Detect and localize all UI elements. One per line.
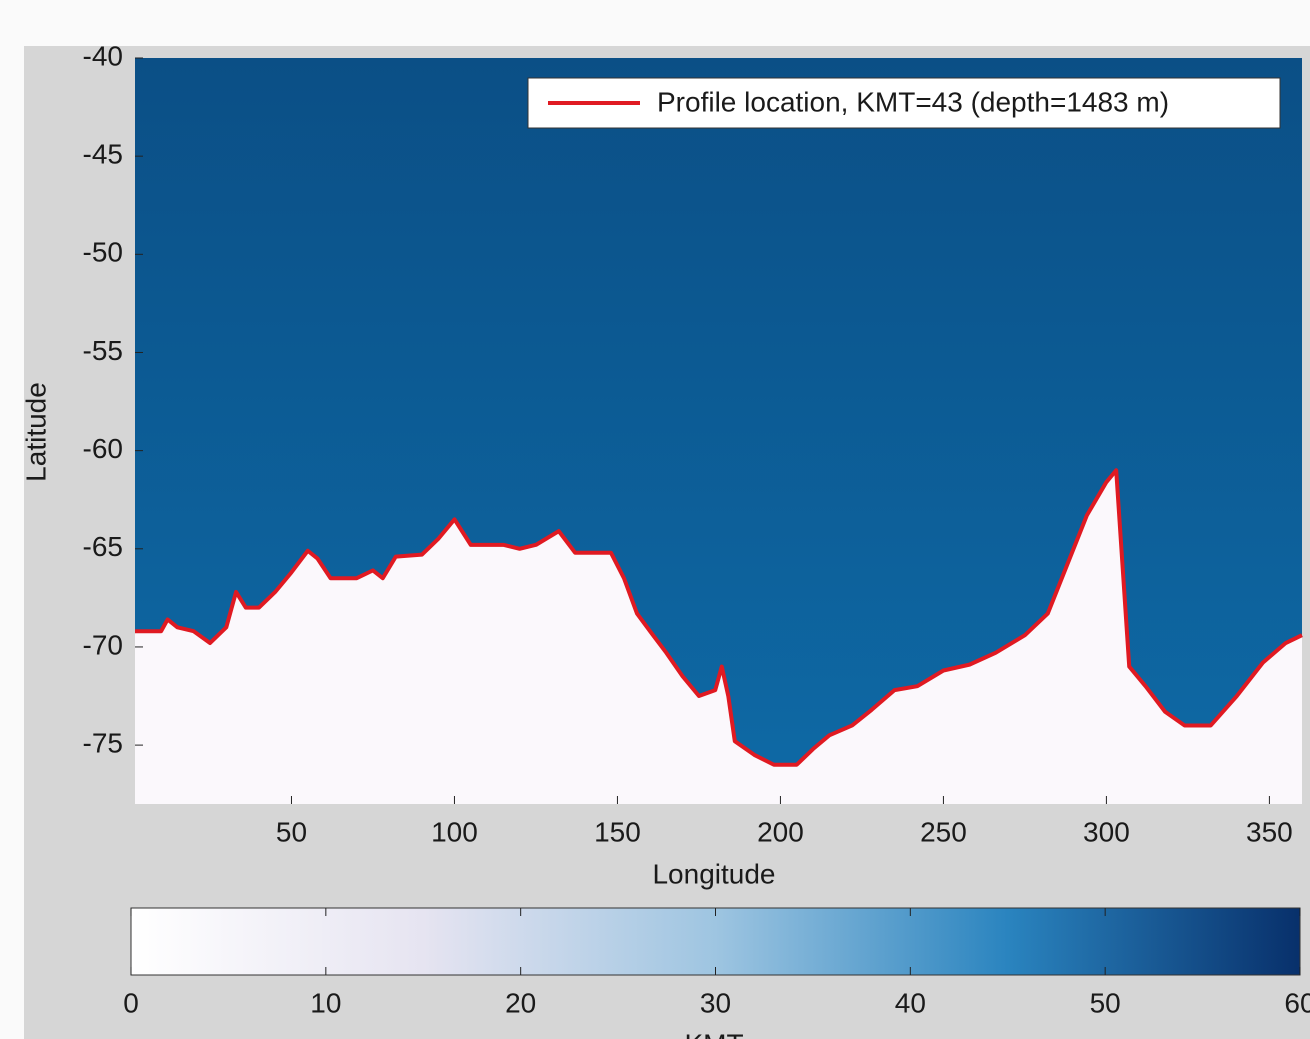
profile-line [135, 468, 1303, 767]
x-axis-label: Longitude [652, 858, 775, 889]
colorbar [130, 907, 1301, 976]
colorbar-tick-label: 60 [1284, 987, 1310, 1018]
colorbar-tick-label: 30 [700, 987, 731, 1018]
colorbar-tick-label: 0 [123, 987, 139, 1018]
colorbar-tick-label: 50 [1090, 987, 1121, 1018]
y-tick-label: -55 [83, 335, 123, 366]
legend-box [527, 77, 1281, 129]
x-tick-label: 350 [1246, 816, 1293, 847]
colorbar-tick-label: 20 [505, 987, 536, 1018]
y-tick-label: -50 [83, 237, 123, 268]
y-tick-label: -75 [83, 727, 123, 758]
x-tick-label: 250 [920, 816, 967, 847]
colorbar-label: KMT [684, 1028, 743, 1039]
y-tick-label: -45 [83, 139, 123, 170]
x-tick-label: 100 [431, 816, 478, 847]
land-area [135, 470, 1302, 804]
x-tick-label: 300 [1083, 816, 1130, 847]
x-tick-label: 50 [276, 816, 307, 847]
y-tick-label: -65 [83, 531, 123, 562]
x-tick-label: 200 [757, 816, 804, 847]
y-tick-label: -60 [83, 433, 123, 464]
legend-label: Profile location, KMT=43 (depth=1483 m) [657, 86, 1169, 117]
colorbar-tick-label: 40 [895, 987, 926, 1018]
y-tick-label: -70 [83, 629, 123, 660]
colorbar-tick-label: 10 [310, 987, 341, 1018]
x-tick-label: 150 [594, 816, 641, 847]
y-tick-label: -40 [83, 40, 123, 71]
y-axis-label: Latitude [20, 382, 51, 482]
